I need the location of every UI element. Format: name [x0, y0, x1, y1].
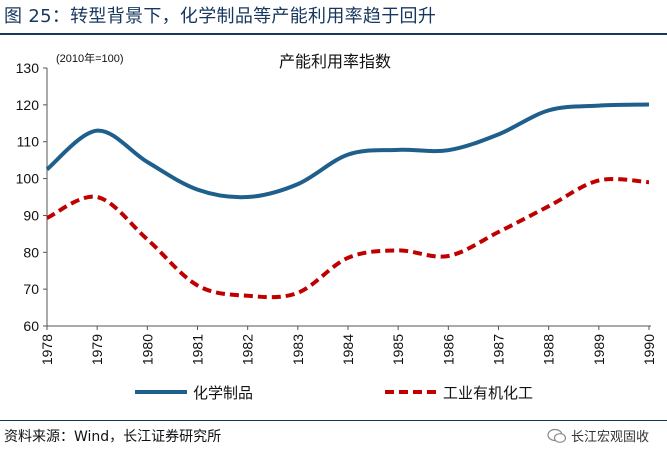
chart-title: 产能利用率指数 [279, 52, 391, 71]
legend-label: 工业有机化工 [443, 384, 533, 402]
x-tick-label: 1987 [491, 334, 507, 365]
x-tick-label: 1989 [591, 334, 607, 365]
axes [43, 67, 651, 330]
x-tick-label: 1984 [340, 334, 356, 365]
y-tick-label: 80 [23, 244, 39, 260]
x-tick-label: 1982 [240, 334, 256, 365]
y-tick-label: 120 [16, 97, 40, 113]
x-tick-label: 1978 [39, 334, 55, 365]
y-tick-label: 90 [23, 207, 39, 223]
y-tick-label: 130 [16, 60, 40, 76]
x-tick-label: 1980 [139, 334, 155, 365]
title-rule [0, 33, 667, 35]
x-tick-label: 1986 [440, 334, 456, 365]
brand-mark: 长江宏观固收 [547, 426, 649, 445]
source-note: 资料来源：Wind，长江证券研究所 [4, 429, 222, 445]
unit-note: (2010年=100) [56, 51, 124, 65]
series-lines [45, 102, 650, 300]
series-line-industrial-organic [46, 176, 650, 300]
legend: 化学制品 工业有机化工 [135, 384, 533, 402]
x-tick-label: 1981 [190, 334, 206, 365]
source-rule [0, 420, 667, 421]
y-tick-label: 60 [23, 318, 39, 334]
y-tick-label: 110 [17, 134, 40, 150]
series-line-chemicals [45, 102, 650, 200]
figure-title: 图 25：转型背景下，化学制品等产能利用率趋于回升 [4, 6, 437, 27]
y-tick-labels: 60 70 80 90 100 110 120 130 [16, 60, 40, 334]
y-tick-label: 70 [23, 281, 39, 297]
wechat-icon [547, 428, 567, 443]
x-tick-label: 1983 [290, 334, 306, 365]
x-tick-label: 1985 [390, 334, 406, 365]
legend-label: 化学制品 [193, 384, 253, 402]
x-tick-label: 1979 [89, 334, 105, 365]
brand-label: 长江宏观固收 [570, 430, 649, 445]
line-chart: 60 70 80 90 100 110 120 130 1978 1979 1980 1981 198… [16, 51, 657, 402]
y-tick-label: 100 [16, 171, 40, 187]
x-tick-labels: 1978 1979 1980 1981 1982 1983 1984 1985 1986 1987… [39, 334, 657, 365]
x-tick-label: 1988 [541, 334, 557, 365]
x-tick-label: 1990 [641, 334, 657, 365]
